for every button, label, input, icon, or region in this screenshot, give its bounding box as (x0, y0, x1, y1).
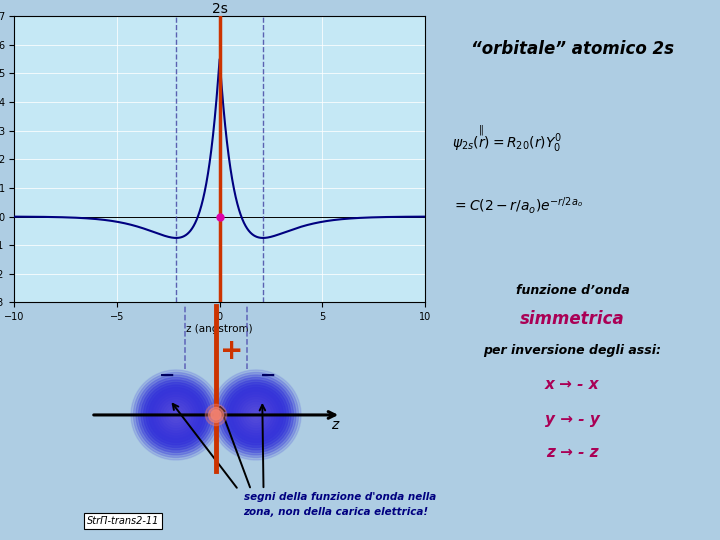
Circle shape (246, 405, 266, 425)
Text: z → - z: z → - z (546, 445, 599, 460)
Circle shape (233, 393, 279, 437)
Circle shape (243, 402, 269, 428)
Text: $\psi_{2s}(\overset{\|}{r}) = R_{20}(r)Y_0^0$: $\psi_{2s}(\overset{\|}{r}) = R_{20}(r)Y… (451, 123, 562, 154)
Text: funzione d’onda: funzione d’onda (516, 284, 629, 297)
Circle shape (209, 408, 223, 422)
Text: y → - y: y → - y (545, 413, 600, 427)
Circle shape (228, 387, 284, 442)
Circle shape (138, 377, 214, 453)
Circle shape (158, 397, 194, 433)
Circle shape (163, 402, 189, 428)
Circle shape (151, 390, 201, 440)
Circle shape (248, 408, 264, 422)
Circle shape (141, 380, 211, 450)
Text: per inversione degli assi:: per inversione degli assi: (483, 343, 662, 356)
Circle shape (136, 375, 216, 455)
Circle shape (223, 382, 289, 448)
Circle shape (231, 390, 281, 440)
Circle shape (238, 397, 274, 433)
Text: StrΠ-trans2-11: StrΠ-trans2-11 (87, 516, 160, 526)
Text: x → - x: x → - x (545, 377, 600, 393)
Circle shape (241, 400, 271, 430)
Circle shape (211, 410, 221, 420)
Circle shape (148, 387, 204, 442)
Circle shape (146, 385, 206, 445)
Text: $= C(2 - r/a_o)e^{-r/2a_o}$: $= C(2 - r/a_o)e^{-r/2a_o}$ (451, 195, 582, 216)
Circle shape (205, 404, 227, 426)
Circle shape (171, 410, 181, 420)
Circle shape (251, 410, 261, 420)
Circle shape (153, 393, 199, 437)
Circle shape (131, 370, 221, 460)
Text: zona, non della carica elettrica!: zona, non della carica elettrica! (243, 507, 428, 517)
Text: segni della funzione d'onda nella: segni della funzione d'onda nella (243, 492, 436, 502)
Text: $z$: $z$ (331, 418, 341, 431)
Circle shape (174, 413, 179, 417)
Circle shape (221, 380, 291, 450)
Circle shape (211, 370, 301, 460)
Text: “orbitale” atomico 2s: “orbitale” atomico 2s (471, 39, 674, 58)
Circle shape (216, 375, 296, 455)
Circle shape (253, 413, 258, 417)
Circle shape (156, 395, 196, 435)
Circle shape (168, 408, 184, 422)
Circle shape (226, 385, 286, 445)
Circle shape (236, 395, 276, 435)
Text: −: − (260, 366, 276, 385)
Circle shape (133, 373, 218, 457)
X-axis label: z (angstrom): z (angstrom) (186, 323, 253, 334)
Text: +: + (220, 337, 243, 365)
Text: −: − (158, 366, 175, 385)
Circle shape (166, 405, 186, 425)
Circle shape (143, 382, 209, 448)
Text: simmetrica: simmetrica (520, 310, 625, 328)
Title: 2s: 2s (212, 2, 228, 16)
Circle shape (161, 400, 191, 430)
Circle shape (214, 373, 299, 457)
Circle shape (218, 377, 294, 453)
